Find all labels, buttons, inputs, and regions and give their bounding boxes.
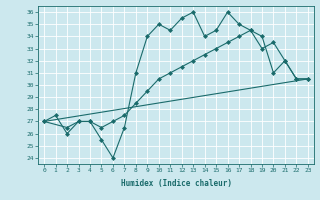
X-axis label: Humidex (Indice chaleur): Humidex (Indice chaleur): [121, 179, 231, 188]
